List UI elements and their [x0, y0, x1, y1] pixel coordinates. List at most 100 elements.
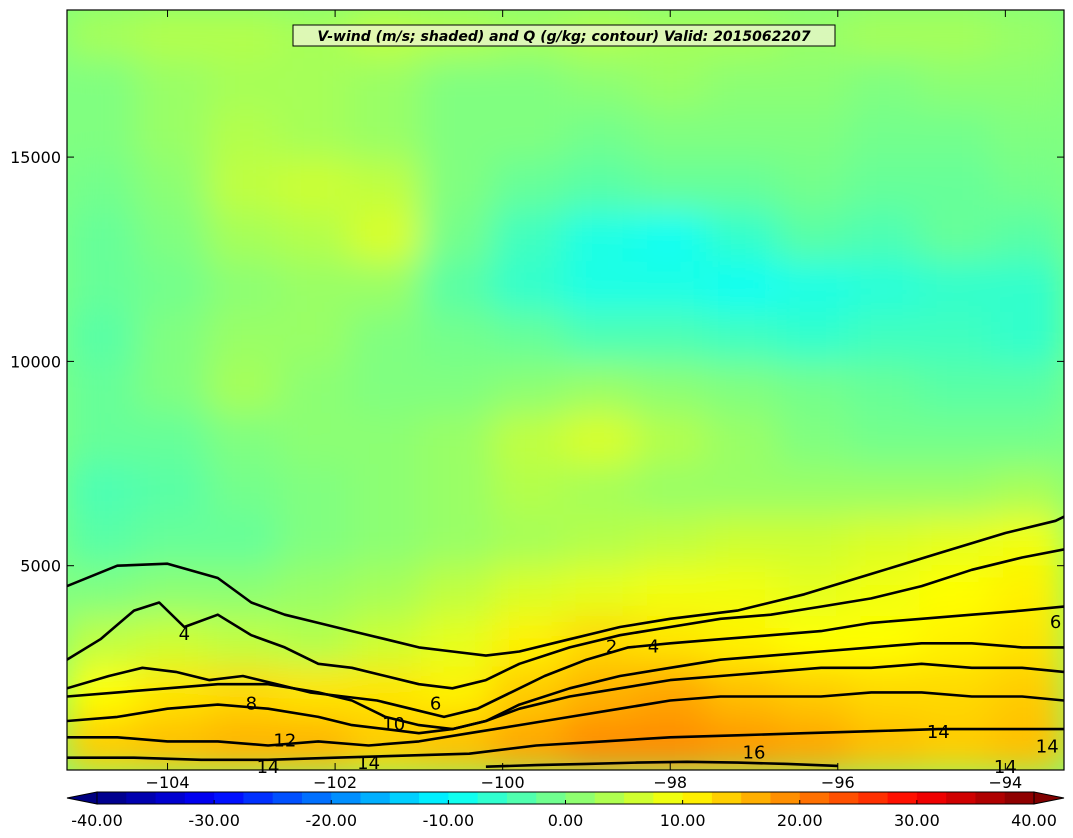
colorbar-segment: [301, 792, 332, 804]
field-cell: [136, 464, 212, 519]
field-cell: [990, 261, 1064, 316]
field-cell: [919, 717, 995, 770]
colorbar-segment: [946, 792, 976, 804]
colorbar-segment: [565, 792, 596, 804]
contour-line-14: [67, 727, 1064, 762]
colorbar-tick-label: -30.00: [188, 811, 240, 830]
x-tick-label: −98: [653, 773, 687, 792]
field-cell: [919, 413, 995, 468]
colorbar-segment: [916, 792, 947, 804]
field-cell: [421, 261, 497, 316]
field-cell: [634, 464, 710, 519]
colorbar-segment: [653, 792, 684, 804]
field-cell: [990, 616, 1064, 671]
field-cell: [563, 312, 639, 367]
field-cell: [492, 514, 568, 570]
colorbar-segment: [272, 792, 303, 804]
field-cell: [990, 362, 1064, 418]
colorbar-segment: [682, 792, 713, 804]
field-cell: [705, 464, 782, 519]
field-cell: [563, 565, 639, 620]
colorbar-tick-label: 40.00: [1011, 811, 1057, 830]
colorbar-segment: [829, 792, 859, 804]
field-cell: [990, 514, 1064, 570]
colorbar-segment: [214, 792, 244, 804]
field-cell: [919, 362, 995, 418]
field-cell: [705, 58, 782, 114]
colorbar-segment: [389, 792, 420, 804]
field-cell: [919, 514, 995, 570]
field-cell: [207, 312, 283, 367]
colorbar-extend-min: [66, 791, 98, 805]
field-cell: [136, 565, 212, 620]
colorbar-segment: [331, 792, 362, 804]
field-cell: [67, 261, 141, 316]
field-cell: [67, 160, 141, 215]
field-cell: [136, 616, 212, 671]
field-cell: [848, 413, 924, 468]
field-cell: [349, 261, 426, 316]
field-cell: [919, 58, 995, 114]
colorbar-tick-label: -20.00: [305, 811, 357, 830]
field-cell: [705, 565, 782, 620]
title-box: V-wind (m/s; shaded) and Q (g/kg; contou…: [292, 24, 836, 47]
field-cell: [278, 514, 354, 570]
field-cell: [136, 261, 212, 316]
field-cell: [705, 160, 782, 215]
field-cell: [67, 362, 141, 418]
contour-label: 14: [357, 753, 380, 774]
field-cell: [990, 413, 1064, 468]
field-cell: [563, 210, 639, 266]
field-cell: [848, 58, 924, 114]
field-cell: [278, 362, 354, 418]
field-cell: [207, 413, 283, 468]
contour-label: 2: [606, 636, 617, 657]
field-cell: [634, 58, 710, 114]
field-cell: [349, 616, 426, 671]
field-cell: [919, 160, 995, 215]
x-axis: −104 −102 −100 −98 −96 −94: [146, 10, 1022, 792]
x-tick-label: −94: [988, 773, 1022, 792]
colorbar-segment: [624, 792, 654, 804]
field-cell: [990, 666, 1064, 722]
field-cell: [777, 413, 853, 468]
field-cell: [207, 362, 283, 418]
field-cell: [705, 210, 782, 266]
field-cell: [990, 464, 1064, 519]
colorbar-segment: [799, 792, 830, 804]
y-tick-label: 15000: [10, 148, 61, 167]
field-cell: [492, 565, 568, 620]
field-cell: [349, 565, 426, 620]
field-cell: [634, 514, 710, 570]
colorbar-segment: [506, 792, 537, 804]
colorbar-segment: [711, 792, 742, 804]
field-cell: [492, 464, 568, 519]
field-cell: [278, 312, 354, 367]
field-cell: [777, 312, 853, 367]
field-cell: [848, 10, 924, 63]
field-cell: [634, 666, 710, 722]
colorbar-tick-label: 0.00: [548, 811, 584, 830]
colorbar-segment: [536, 792, 566, 804]
colorbar-segment: [887, 792, 918, 804]
colorbar: -40.00 -30.00 -20.00 -10.00 0.00 10.00 20.00 30…: [66, 791, 1065, 830]
field-cell: [563, 464, 639, 519]
field-cell: [563, 616, 639, 671]
field-cell: [990, 312, 1064, 367]
field-cell: [990, 717, 1064, 770]
field-cell: [492, 362, 568, 418]
contour-label: 12: [273, 730, 296, 751]
field-cell: [990, 58, 1064, 114]
field-cell: [207, 10, 283, 63]
contour-label: 6: [430, 694, 441, 715]
colorbar-segment: [155, 792, 186, 804]
title-background: [292, 24, 836, 47]
y-tick-label: 5000: [20, 557, 61, 576]
field-cell: [278, 413, 354, 468]
colorbar-tick-label: 10.00: [660, 811, 706, 830]
field-cell: [349, 464, 426, 519]
contour-line-6: [67, 605, 1064, 719]
field-cell: [349, 109, 426, 164]
field-cell: [207, 58, 283, 114]
